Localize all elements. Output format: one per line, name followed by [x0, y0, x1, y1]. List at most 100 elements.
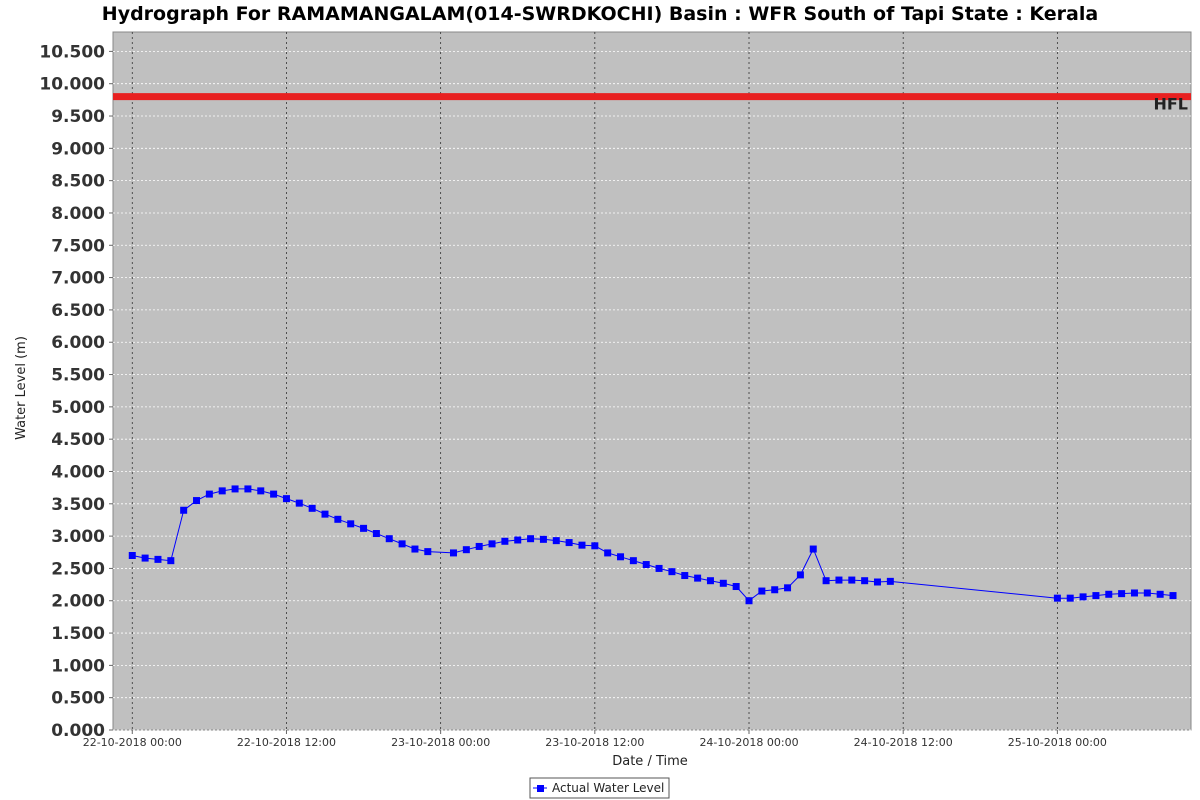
x-tick-label: 24-10-2018 00:00: [699, 736, 798, 749]
legend: Actual Water Level: [529, 777, 670, 799]
data-point-marker: [617, 553, 625, 561]
data-point-marker: [449, 549, 457, 557]
data-point-marker: [886, 577, 894, 585]
data-point-marker: [270, 490, 278, 498]
data-point-marker: [694, 574, 702, 582]
x-axis-ticks: 22-10-2018 00:00 22-10-2018 12:00 23-10-20…: [83, 730, 1107, 749]
data-point-marker: [398, 540, 406, 548]
data-point-marker: [591, 542, 599, 550]
data-point-marker: [604, 549, 612, 557]
y-tick-label: 10.000: [39, 75, 105, 95]
data-point-marker: [295, 499, 303, 507]
data-point-marker: [501, 537, 509, 545]
vertical-gridlines: [131, 32, 1058, 730]
data-point-marker: [128, 552, 136, 559]
data-point-marker: [1143, 589, 1151, 597]
y-tick-label: 9.500: [51, 107, 105, 127]
data-point-marker: [1118, 590, 1126, 598]
data-point-marker: [475, 542, 483, 550]
data-point-marker: [360, 524, 368, 532]
data-point-marker: [334, 515, 342, 523]
data-point-marker: [809, 545, 817, 553]
data-point-marker: [1156, 590, 1164, 598]
data-point-marker: [385, 535, 393, 543]
data-point-marker: [655, 564, 663, 572]
data-point-marker: [488, 540, 496, 548]
y-axis-label: Water Level (m): [14, 336, 29, 440]
data-point-marker: [1053, 594, 1061, 602]
data-point-marker: [231, 485, 239, 493]
data-point-marker: [167, 557, 175, 565]
data-point-marker: [308, 504, 316, 512]
y-tick-label: 0.500: [51, 689, 105, 709]
x-tick-label: 25-10-2018 00:00: [1008, 736, 1107, 749]
y-tick-label: 5.500: [51, 366, 105, 386]
y-tick-label: 4.000: [51, 462, 105, 482]
data-point-marker: [565, 539, 573, 547]
data-point-marker: [861, 577, 869, 585]
y-tick-label: 7.500: [51, 236, 105, 256]
data-point-marker: [1092, 592, 1100, 600]
data-point-marker: [758, 587, 766, 595]
data-point-marker: [578, 541, 586, 549]
data-point-marker: [282, 495, 290, 503]
y-tick-label: 6.000: [51, 333, 105, 353]
data-point-marker: [1169, 592, 1177, 600]
data-point-marker: [681, 572, 689, 580]
y-tick-label: 6.500: [51, 301, 105, 321]
data-point-marker: [514, 536, 522, 544]
data-point-marker: [719, 579, 727, 587]
x-tick-label: 22-10-2018 12:00: [237, 736, 336, 749]
y-tick-label: 4.500: [51, 430, 105, 450]
data-point-marker: [1066, 594, 1074, 602]
data-point-marker: [244, 485, 252, 493]
data-point-marker: [193, 497, 201, 505]
x-tick-label: 23-10-2018 12:00: [545, 736, 644, 749]
y-tick-label: 8.000: [51, 204, 105, 224]
data-point-marker: [1105, 590, 1113, 598]
data-point-marker: [257, 487, 265, 495]
x-tick-label: 22-10-2018 00:00: [83, 736, 182, 749]
data-point-marker: [141, 554, 149, 562]
y-tick-label: 7.000: [51, 269, 105, 289]
data-point-marker: [706, 577, 714, 585]
data-point-marker: [154, 555, 162, 563]
data-point-marker: [745, 597, 753, 605]
chart-title: Hydrograph For RAMAMANGALAM(014-SWRDKOCH…: [102, 3, 1098, 25]
y-axis-ticks: 0.000 0.500 1.000 1.500 2.000 2.500 3.000 3.500…: [39, 42, 113, 741]
data-point-marker: [796, 571, 804, 579]
data-point-marker: [180, 506, 188, 514]
y-tick-label: 1.500: [51, 624, 105, 644]
data-point-marker: [848, 576, 856, 584]
legend-label: Actual Water Level: [552, 781, 664, 795]
hfl-label: HFL: [1153, 95, 1188, 114]
series-actual-water-level: [128, 485, 1177, 605]
data-point-marker: [552, 537, 560, 545]
data-point-marker: [527, 535, 535, 543]
data-point-marker: [1079, 593, 1087, 601]
y-tick-label: 9.000: [51, 139, 105, 159]
data-point-marker: [642, 561, 650, 569]
data-point-marker: [347, 520, 355, 528]
data-point-marker: [771, 586, 779, 594]
legend-marker-swatch: [537, 785, 544, 792]
plot-area: [112, 31, 1192, 731]
y-tick-label: 3.000: [51, 527, 105, 547]
data-point-marker: [424, 548, 432, 556]
data-point-marker: [372, 530, 380, 538]
y-tick-label: 1.000: [51, 656, 105, 676]
data-point-marker: [732, 583, 740, 591]
y-tick-label: 2.500: [51, 559, 105, 579]
legend-box: [529, 777, 670, 799]
data-point-marker: [822, 577, 830, 585]
data-point-marker: [321, 510, 329, 518]
y-tick-label: 10.500: [39, 42, 105, 62]
data-point-marker: [835, 576, 843, 584]
x-tick-label: 23-10-2018 00:00: [391, 736, 490, 749]
data-point-marker: [411, 545, 419, 553]
y-tick-label: 5.000: [51, 398, 105, 418]
data-point-marker: [873, 578, 881, 586]
y-tick-label: 8.500: [51, 172, 105, 192]
data-point-marker: [668, 568, 676, 576]
